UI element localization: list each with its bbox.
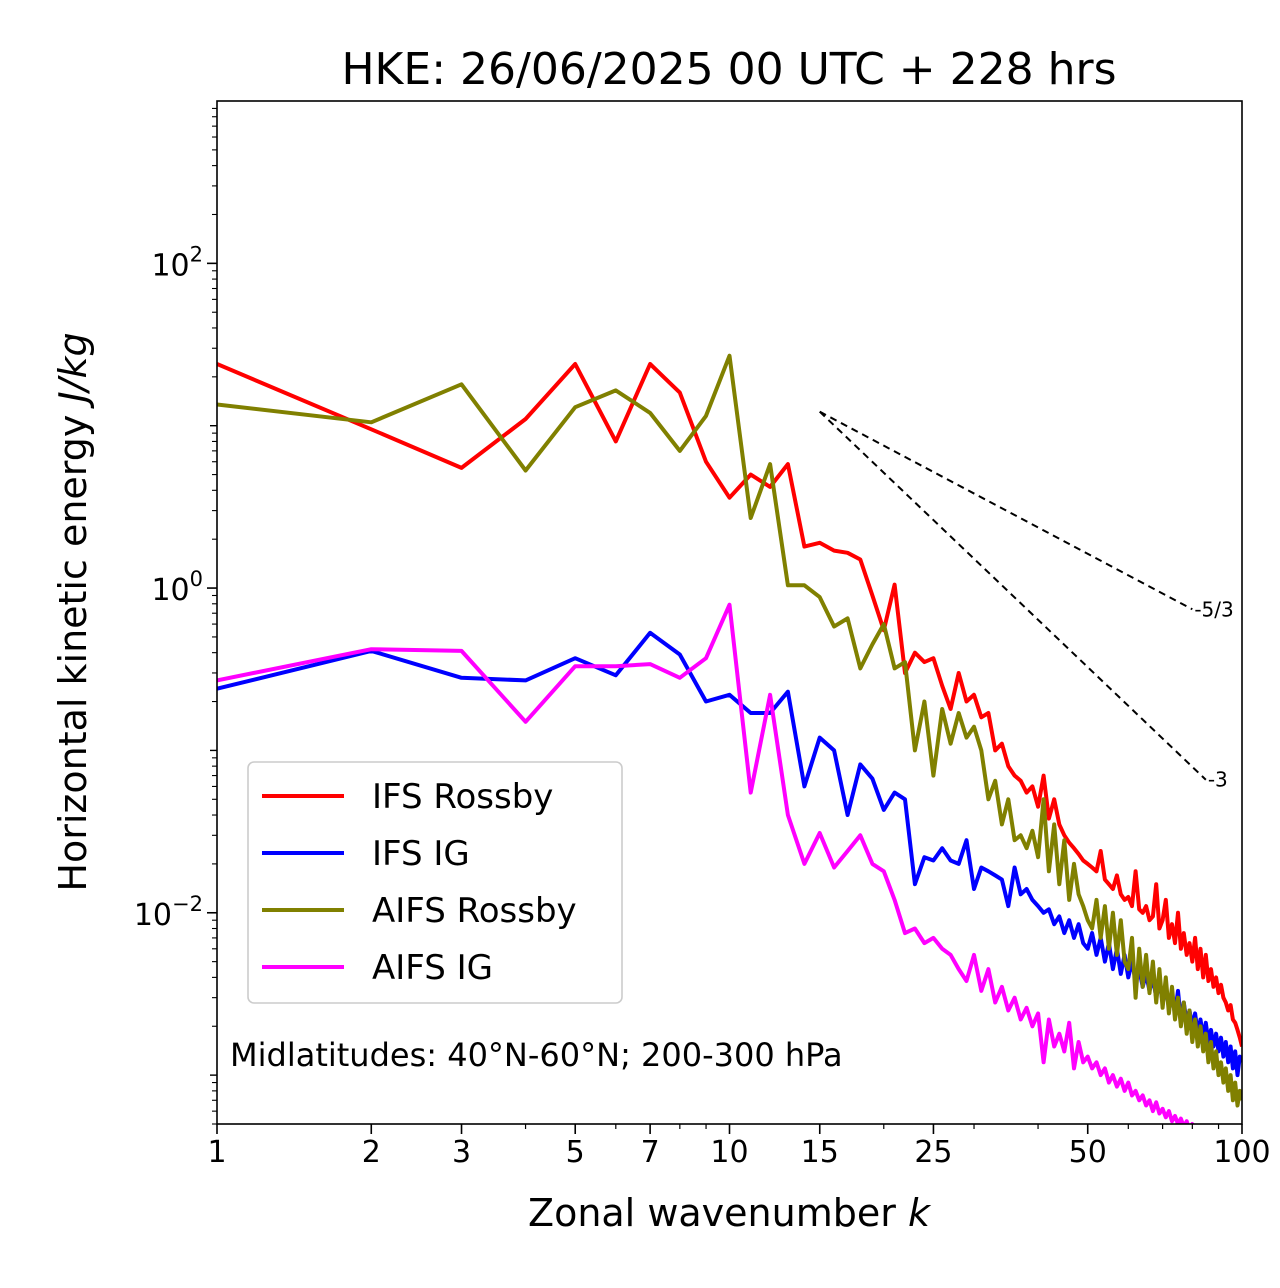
legend-label: AIFS Rossby: [372, 891, 577, 931]
x-tick-label: 7: [641, 1135, 660, 1170]
reference-line-labels: -5/3 -3: [1194, 597, 1233, 791]
legend-box: [247, 761, 623, 1004]
legend-label: IFS Rossby: [372, 777, 553, 817]
reference-line-label: -5/3: [1194, 597, 1233, 621]
y-tick-exponent: 2: [190, 242, 203, 266]
series-line-aifs-ig: [217, 602, 1195, 1124]
reference-line-2: [819, 410, 1207, 781]
y-tick-exponent: −2: [172, 892, 203, 916]
region-annotation: Midlatitudes: 40°N-60°N; 200-300 hPa: [230, 1036, 843, 1074]
legend-label: IFS IG: [372, 834, 470, 874]
x-axis-label: Zonal wavenumber k: [528, 1191, 932, 1235]
y-tick-base: 10: [151, 573, 189, 608]
series-line-aifs-rossby: [217, 353, 1242, 1108]
x-axis-ticks: 1 2 3 5 7 10 15 25 50 100: [207, 1124, 1271, 1170]
x-tick-label: 25: [914, 1135, 952, 1170]
y-tick-label: 102: [151, 242, 203, 283]
x-tick-label: 2: [362, 1135, 381, 1170]
reference-line-1: [819, 410, 1193, 611]
x-tick-label: 1: [207, 1135, 226, 1170]
legend-label: AIFS IG: [372, 948, 493, 988]
y-tick-label: 100: [151, 567, 203, 608]
y-axis-label-text: Horizontal kinetic energy: [51, 403, 95, 892]
y-tick-exponent: 0: [190, 567, 203, 591]
x-tick-label: 50: [1069, 1135, 1107, 1170]
y-axis-label-unit: J/kg: [51, 332, 95, 409]
x-tick-label: 100: [1213, 1135, 1270, 1170]
x-axis-label-text: Zonal wavenumber: [528, 1191, 908, 1235]
series-lines: [217, 353, 1242, 1124]
reference-line-label: -3: [1208, 768, 1228, 792]
x-tick-label: 5: [566, 1135, 585, 1170]
chart-title: HKE: 26/06/2025 00 UTC + 228 hrs: [341, 44, 1116, 95]
x-tick-label: 10: [710, 1135, 748, 1170]
y-axis-label: Horizontal kinetic energy J/kg: [51, 332, 95, 891]
svg-text:Horizontal kinetic energy J/kg: Horizontal kinetic energy J/kg: [51, 332, 95, 891]
series-line-ifs-rossby: [217, 362, 1242, 1047]
x-tick-label: 15: [801, 1135, 839, 1170]
y-tick-base: 10: [151, 248, 189, 283]
y-tick-base: 10: [134, 898, 172, 933]
legend: IFS Rossby IFS IG AIFS Rossby AIFS IG: [247, 761, 623, 1004]
x-axis-label-var: k: [908, 1191, 932, 1235]
y-tick-label: 10−2: [134, 892, 203, 933]
x-tick-label: 3: [452, 1135, 471, 1170]
reference-lines: [819, 410, 1207, 781]
